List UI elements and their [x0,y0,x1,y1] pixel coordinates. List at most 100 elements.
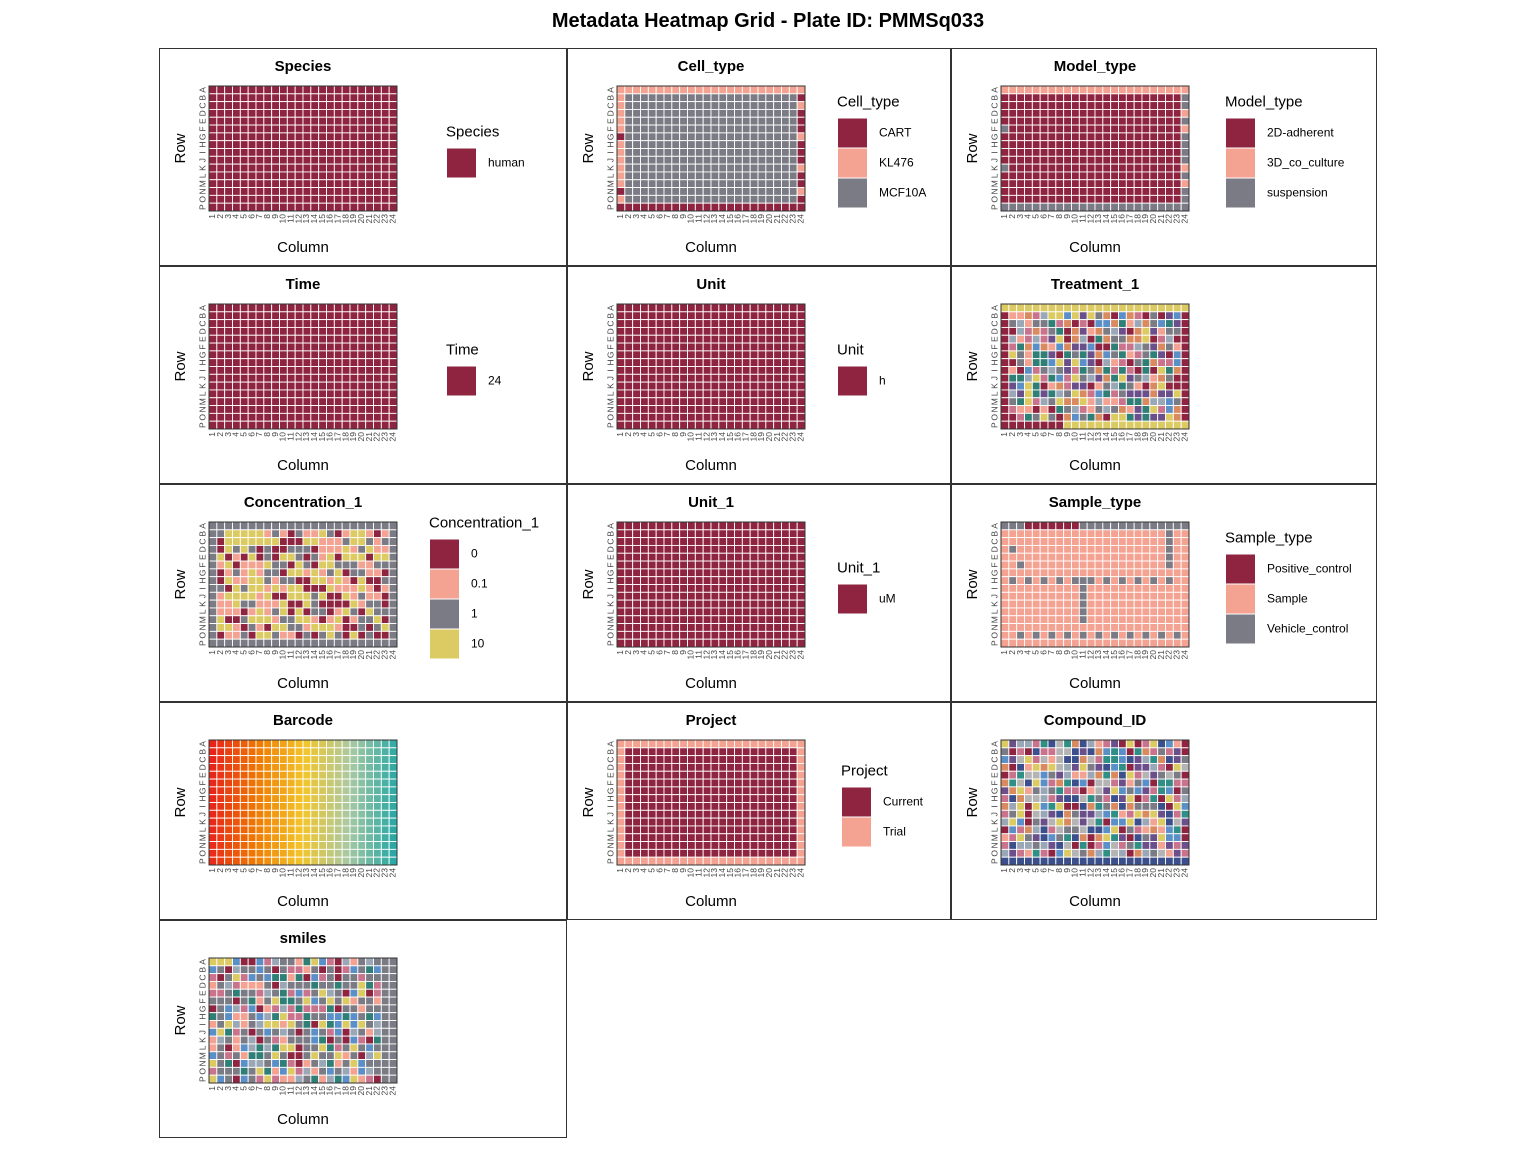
heatmap-cell [216,350,226,360]
heatmap-cell [239,630,249,640]
heatmap-cell [718,552,728,562]
heatmap-cell [781,841,790,850]
heatmap-cell [341,350,351,360]
heatmap-cell [1078,786,1088,796]
column-tick-label: 23 [1172,432,1182,442]
heatmap-cell [671,93,681,103]
heatmap-cell [1024,171,1033,181]
heatmap-cell [679,576,688,585]
heatmap-cell [1047,171,1057,181]
heatmap-cell [1118,599,1127,609]
heatmap-cell [1118,179,1127,189]
heatmap-cell [1141,607,1151,617]
heatmap-cell [726,187,735,196]
heatmap-cell [1133,529,1143,539]
heatmap-cell [702,412,712,422]
heatmap-cell [1086,311,1096,321]
column-tick-label: 23 [788,868,798,878]
heatmap-cell [216,108,226,118]
column-tick-label: 17 [333,650,343,660]
heatmap-cell [718,389,728,399]
heatmap-cell [208,544,218,554]
row-tick-label: J [989,158,999,162]
heatmap-cell [734,202,743,212]
heatmap-cell [679,770,688,780]
heatmap-cell [373,373,382,383]
heatmap-cell [781,381,790,391]
heatmap-cell [1071,770,1080,780]
heatmap-cell [341,591,351,601]
heatmap-cell [632,179,641,189]
heatmap-cell [1133,762,1143,772]
heatmap-cell [255,739,265,749]
heatmap-cell [781,366,790,375]
heatmap-cell [710,591,720,601]
column-tick-label: 12 [293,214,303,224]
heatmap-cell [279,366,288,375]
heatmap-cell [1133,171,1143,181]
heatmap-cell [655,132,665,142]
heatmap-cell [757,841,767,850]
heatmap-cell [365,101,374,110]
row-tick-label: G [197,351,207,358]
heatmap-svg: UnitABCDEFGHIJKLMNOP12345678910111213141… [580,276,886,474]
heatmap-cell [663,786,673,796]
column-tick-label: 15 [725,432,735,442]
heatmap-cell [741,568,751,578]
heatmap-cell [663,584,673,593]
heatmap-cell [702,202,712,212]
row-tick-label: M [197,180,207,187]
heatmap-cell [247,817,257,827]
heatmap-cell [1133,560,1143,570]
heatmap-cell [1071,778,1080,788]
column-tick-label: 10 [1070,650,1080,660]
heatmap-cell [279,638,288,648]
heatmap-cell [671,802,681,811]
heatmap-cell [341,194,351,204]
heatmap-cell [365,93,374,103]
heatmap-cell [365,319,374,328]
heatmap-cell [694,615,704,625]
heatmap-cell [1110,770,1119,780]
heatmap-cell [1172,521,1182,531]
heatmap-cell [702,171,712,181]
heatmap-cell [1110,194,1119,204]
heatmap-cell [1016,630,1025,640]
heatmap-cell [796,599,806,609]
heatmap-cell [294,630,304,640]
heatmap-cell [1149,638,1159,648]
heatmap-cell [224,615,233,625]
heatmap-cell [263,366,273,375]
heatmap-cell [702,366,712,375]
heatmap-cell [224,389,233,399]
heatmap-cell [788,366,798,375]
heatmap-cell [302,537,312,546]
heatmap-cell [1047,623,1057,632]
heatmap-cell [647,334,657,344]
legend-key [1226,148,1255,178]
heatmap-cell [632,124,641,134]
heatmap-cell [349,171,359,181]
heatmap-cell [718,778,728,788]
heatmap-cell [318,194,327,204]
heatmap-cell [373,319,382,328]
heatmap-cell [286,412,296,422]
column-tick-label: 24 [795,432,805,442]
heatmap-cell [1016,163,1025,173]
heatmap-cell [318,163,327,173]
heatmap-cell [671,770,681,780]
panel-title: Barcode [273,712,333,729]
heatmap-cell [388,607,398,617]
heatmap-cell [796,778,806,788]
heatmap-cell [349,350,359,360]
column-tick-label: 11 [694,868,704,877]
heatmap-cell [349,163,359,173]
heatmap-cell [773,326,782,336]
heatmap-cell [1071,537,1080,546]
heatmap-cell [302,848,312,858]
heatmap-cell [1039,607,1049,617]
heatmap-cell [318,607,327,617]
column-tick-label: 2 [1007,650,1017,655]
heatmap-cell [647,342,657,352]
